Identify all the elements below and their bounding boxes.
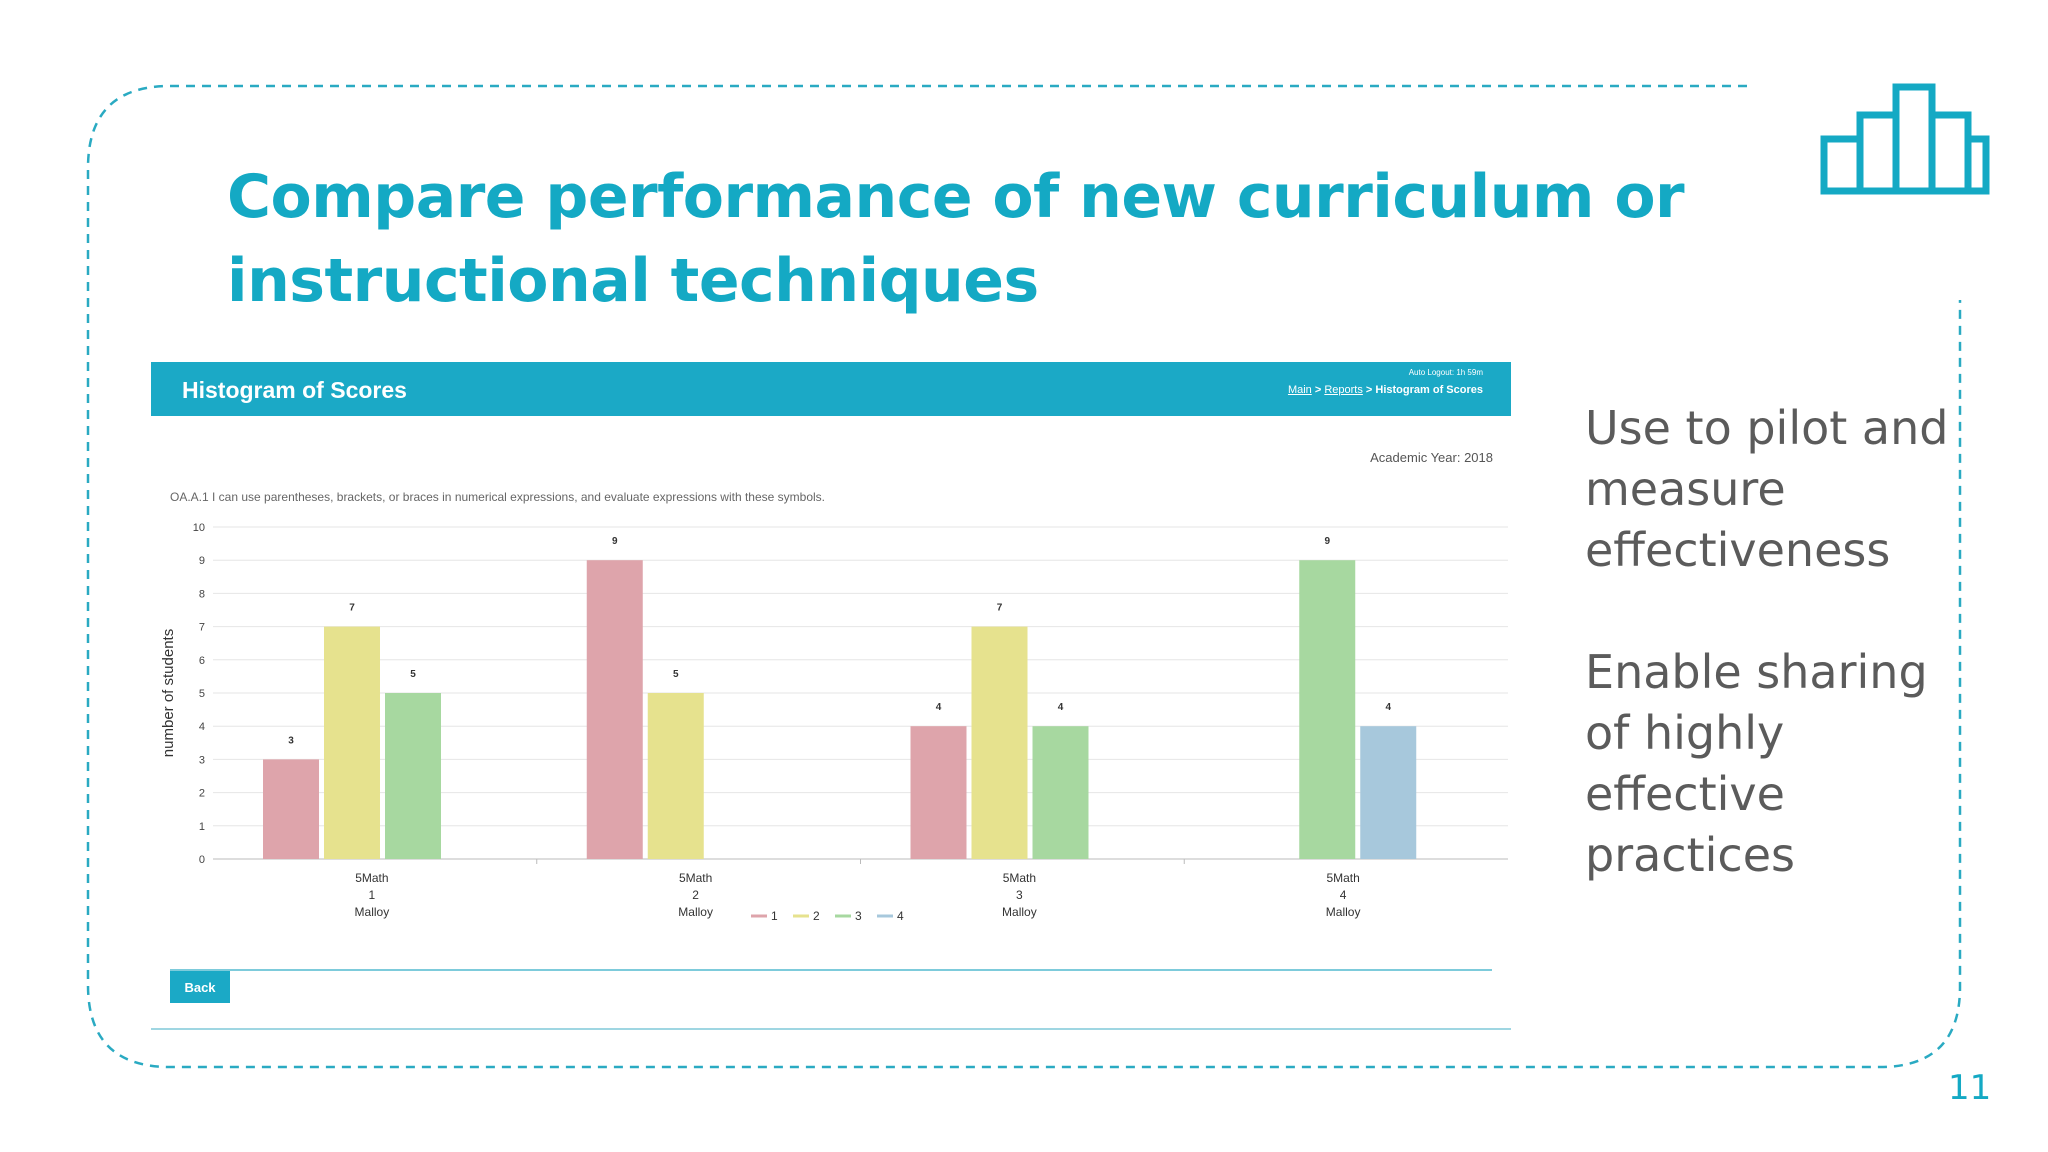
legend-label: 2 [813, 909, 820, 923]
data-label: 4 [1385, 702, 1391, 713]
y-tick-label: 6 [199, 655, 205, 667]
x-tick-label: Malloy [1326, 905, 1361, 919]
y-tick-label: 4 [199, 721, 205, 733]
data-label: 5 [410, 669, 416, 680]
divider [151, 1028, 1511, 1030]
breadcrumb-main-link[interactable]: Main [1287, 384, 1312, 396]
bar-chart-icon [1820, 83, 1990, 195]
y-tick-label: 2 [199, 788, 205, 800]
y-tick-label: 10 [193, 522, 205, 534]
data-label: 9 [612, 536, 618, 547]
side-bullets: Use to pilot and measure effectiveness E… [1585, 398, 1985, 886]
back-button[interactable]: Back [170, 971, 230, 1003]
slide-title-line-2: instructional techniques [227, 246, 1039, 316]
report-title: Histogram of Scores [182, 377, 407, 403]
bullet-pilot: Use to pilot and measure effectiveness [1585, 401, 1949, 577]
bar [1360, 726, 1417, 859]
slide-title: Compare performance of new curriculum or… [227, 155, 1747, 323]
x-tick-label: 5Math [355, 871, 388, 885]
x-tick-label: Malloy [678, 905, 713, 919]
x-tick-label: 5Math [1003, 871, 1036, 885]
bar [647, 693, 704, 859]
bar [385, 693, 441, 859]
histogram-chart: 0 1 2 3 4 5 6 7 8 9 10 number of students 3 7 5 5Math 1 M… [160, 522, 1508, 923]
academic-year: Academic Year: 2018 [1370, 450, 1493, 465]
bar [1032, 726, 1089, 859]
embedded-report-screenshot: Histogram of Scores Auto Logout: 1h 59m … [151, 362, 1511, 1032]
data-label: 7 [349, 603, 355, 614]
x-tick-label: 2 [692, 888, 699, 902]
auto-logout-text: Auto Logout: 1h 59m [1408, 368, 1483, 377]
legend-label: 3 [855, 909, 862, 923]
bullet-sharing: Enable sharing of highly effective pract… [1585, 645, 1928, 882]
slide-title-line-1: Compare performance of new curriculum or [227, 162, 1685, 232]
x-tick-label: 5Math [679, 871, 712, 885]
data-label: 4 [1058, 702, 1064, 713]
report-header-bar: Histogram of Scores Auto Logout: 1h 59m … [151, 362, 1511, 416]
x-tick-label: 3 [1016, 888, 1023, 902]
x-tick-label: 1 [369, 888, 376, 902]
bar [971, 626, 1028, 859]
y-tick-label: 0 [199, 854, 205, 866]
y-tick-label: 7 [199, 622, 205, 634]
data-label: 5 [673, 669, 679, 680]
divider [170, 969, 1492, 971]
y-tick-label: 8 [199, 588, 205, 600]
data-label: 3 [288, 735, 294, 746]
bar [586, 560, 643, 859]
legend-label: 1 [771, 909, 778, 923]
bar [263, 759, 319, 859]
x-tick-label: Malloy [1002, 905, 1037, 919]
standard-question: OA.A.1 I can use parentheses, brackets, … [170, 490, 825, 504]
data-label: 7 [997, 603, 1003, 614]
y-tick-label: 9 [199, 555, 205, 567]
y-tick-label: 1 [199, 821, 205, 833]
legend-label: 4 [897, 909, 904, 923]
x-tick-label: Malloy [355, 905, 390, 919]
page-number: 11 [1948, 1068, 1992, 1108]
bar [910, 726, 967, 859]
y-tick-label: 3 [199, 754, 205, 766]
breadcrumb-current: Histogram of Scores [1375, 384, 1483, 396]
data-label: 9 [1324, 536, 1330, 547]
y-tick-label: 5 [199, 688, 205, 700]
breadcrumb-reports-link[interactable]: Reports [1324, 384, 1363, 396]
x-tick-label: 5Math [1326, 871, 1359, 885]
breadcrumb: Main > Reports > Histogram of Scores [1287, 384, 1483, 396]
data-label: 4 [936, 702, 942, 713]
y-axis-label: number of students [160, 629, 177, 757]
bar [324, 626, 380, 859]
bar [1299, 560, 1356, 859]
x-tick-label: 4 [1340, 888, 1347, 902]
